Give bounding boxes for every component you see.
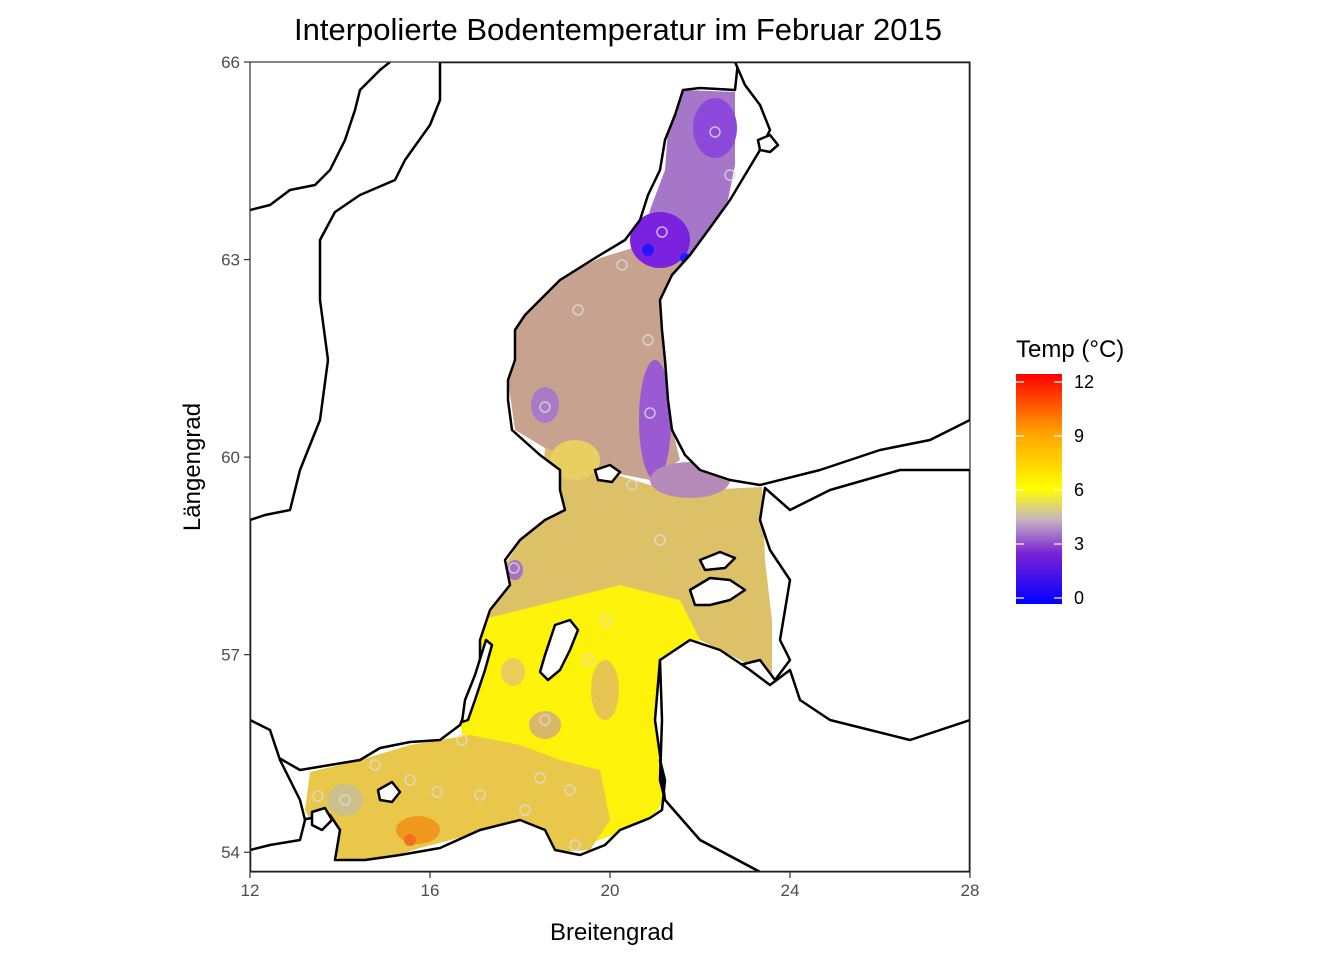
legend-ticks: 0 3 6 9 12 [1016, 372, 1094, 608]
poland-coast [250, 758, 762, 872]
aland-islands [593, 463, 622, 484]
hiiumaa-island [698, 550, 737, 572]
y-axis: 54 57 60 63 66 [221, 53, 250, 862]
legend-title: Temp (°C) [1016, 336, 1124, 363]
station-marker [339, 794, 351, 806]
y-tick-label: 63 [221, 251, 240, 270]
legend-colorbar [1016, 374, 1062, 604]
x-tick-label: 16 [421, 881, 440, 900]
station-marker [656, 226, 668, 238]
coldest-spot [642, 244, 654, 256]
sweden-coast [250, 62, 740, 772]
station-marker [654, 534, 666, 546]
color-legend: Temp (°C) 0 3 6 9 12 [1016, 336, 1124, 608]
legend-tick-label: 6 [1074, 480, 1084, 500]
legend-tick-label: 9 [1074, 426, 1084, 446]
station-marker [626, 479, 638, 491]
station-marker [474, 789, 486, 801]
station-marker [724, 169, 736, 181]
legend-tick-label: 3 [1074, 534, 1084, 554]
coastlines [250, 62, 970, 872]
gotland-island [538, 618, 580, 682]
station-marker [539, 401, 551, 413]
station-marker [534, 772, 546, 784]
station-marker [600, 614, 612, 626]
cold-spot-west [531, 387, 559, 423]
station-marker [456, 734, 468, 746]
cold-spot-southwest [507, 560, 523, 580]
station-marker [564, 784, 576, 796]
y-tick-label: 60 [221, 448, 240, 467]
station-marker [369, 759, 381, 771]
warm-spot-south [396, 816, 440, 844]
station-markers [312, 126, 736, 851]
y-tick-label: 57 [221, 646, 240, 665]
map-panel [250, 62, 970, 872]
station-marker [582, 654, 594, 666]
y-tick-label: 66 [221, 53, 240, 72]
y-axis-label: Längengrad [179, 403, 206, 531]
cold-spot-north [693, 98, 737, 158]
y-tick-label: 54 [221, 843, 240, 862]
denmark-coast [250, 718, 307, 852]
mild-patch-2 [501, 658, 525, 686]
x-axis-label: Breitengrad [550, 919, 674, 946]
station-marker [312, 790, 324, 802]
station-marker [508, 562, 520, 574]
cold-spot-east [639, 360, 671, 480]
legend-tick-label: 12 [1074, 372, 1094, 392]
warm-patch-gotland-deep [591, 660, 619, 720]
station-marker [642, 334, 654, 346]
station-marker [709, 126, 721, 138]
bornholm-island [376, 780, 402, 804]
vaasa-archipelago [756, 133, 780, 154]
x-tick-label: 24 [781, 881, 800, 900]
station-marker [572, 304, 584, 316]
station-marker [519, 804, 531, 816]
sea-temperature-field [305, 90, 772, 860]
station-marker [404, 774, 416, 786]
x-axis: 12 16 20 24 28 [241, 872, 980, 900]
x-tick-label: 20 [601, 881, 620, 900]
mild-patch-3 [327, 784, 363, 816]
chart-title: Interpolierte Bodentemperatur im Februar… [294, 12, 942, 47]
station-marker [431, 786, 443, 798]
station-marker [644, 407, 656, 419]
saaremaa-island [688, 576, 747, 607]
x-tick-label: 12 [241, 881, 260, 900]
station-marker [569, 839, 581, 851]
x-tick-label: 28 [961, 881, 980, 900]
station-marker [539, 714, 551, 726]
warm-band [550, 440, 600, 480]
rugen-island [310, 806, 334, 832]
legend-tick-label: 0 [1074, 588, 1084, 608]
oland-island [460, 638, 494, 724]
norway-border [250, 62, 391, 212]
station-marker [616, 259, 628, 271]
warm-spot-south-2 [404, 834, 416, 846]
